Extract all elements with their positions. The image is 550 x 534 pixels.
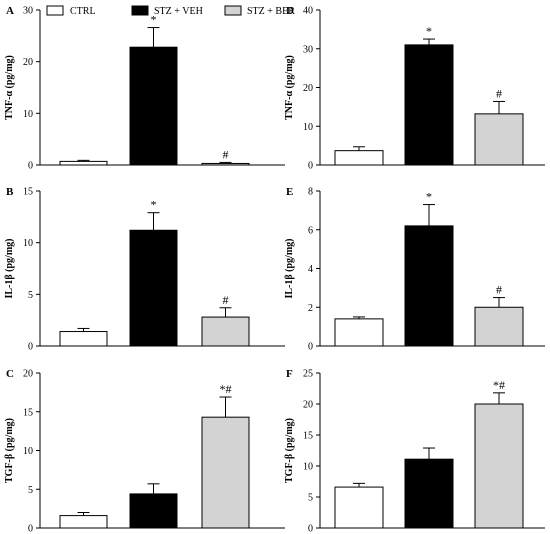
bar-stz-veh (129, 229, 178, 347)
y-axis-label: TGF-β (pg/mg) (4, 418, 15, 483)
bar-stz-veh (404, 458, 454, 529)
y-tick-label: 0 (308, 524, 313, 534)
significance-marker: *# (220, 382, 232, 396)
y-axis-label: TNF-α (pg/mg) (4, 55, 15, 120)
y-tick-label: 20 (303, 400, 313, 411)
panel-a: A TNF-α (pg/mg) 0 10 20 30 * # (4, 5, 285, 172)
y-tick-label: 15 (23, 187, 33, 198)
bar-stz-veh (129, 46, 178, 166)
y-tick-label: 15 (303, 431, 313, 442)
y-tick-label: 5 (308, 493, 313, 504)
panel-f: F TGF-β (pg/mg) 0 5 10 15 20 25 *# (284, 368, 545, 534)
bar-ctrl (334, 486, 384, 529)
y-tick-label: 0 (308, 342, 313, 353)
significance-marker: * (426, 190, 432, 204)
legend: CTRL STZ + VEH STZ + BER (46, 5, 295, 17)
y-tick-label: 20 (303, 83, 313, 94)
panel-e: E IL-1β (pg/mg) 0 2 4 6 8 * # (284, 186, 545, 353)
panel-letter: E (286, 186, 293, 198)
panel-letter: B (6, 186, 14, 198)
y-tick-label: 10 (23, 109, 33, 120)
panel-letter: C (6, 368, 14, 380)
bar-ctrl (59, 160, 108, 166)
y-tick-label: 10 (23, 238, 33, 249)
bar-stz-ber (474, 306, 524, 347)
y-tick-label: 20 (23, 369, 33, 380)
y-tick-label: 10 (23, 446, 33, 457)
bar-stz-veh (404, 225, 454, 347)
significance-marker: # (223, 293, 229, 307)
y-tick-label: 40 (303, 6, 313, 17)
y-tick-label: 15 (23, 407, 33, 418)
significance-marker: *# (493, 378, 505, 392)
significance-marker: * (426, 24, 432, 38)
y-tick-label: 20 (23, 57, 33, 68)
bar-ctrl (59, 515, 108, 529)
y-tick-label: 0 (28, 342, 33, 353)
y-tick-label: 2 (308, 303, 313, 314)
bar-stz-ber (201, 162, 250, 166)
y-tick-label: 10 (303, 122, 313, 133)
y-tick-label: 10 (303, 462, 313, 473)
bar-stz-veh (404, 44, 454, 166)
y-tick-label: 30 (23, 6, 33, 17)
y-tick-label: 0 (28, 161, 33, 172)
y-tick-label: 8 (308, 187, 313, 198)
significance-marker: * (151, 13, 157, 27)
y-tick-label: 25 (303, 369, 313, 380)
y-tick-label: 4 (308, 264, 313, 275)
bar-stz-ber (474, 403, 524, 529)
panel-c: C TGF-β (pg/mg) 0 5 10 15 20 *# (4, 368, 285, 534)
panel-letter: A (6, 5, 14, 17)
panel-d: D TNF-α (pg/mg) 0 10 20 30 40 * # (284, 5, 545, 172)
significance-marker: # (496, 86, 502, 100)
y-tick-label: 5 (28, 485, 33, 496)
y-axis-label: TNF-α (pg/mg) (284, 55, 295, 120)
bar-stz-ber (201, 316, 250, 347)
panel-letter: F (286, 368, 293, 380)
y-tick-label: 5 (28, 290, 33, 301)
significance-marker: # (496, 283, 502, 297)
y-tick-label: 0 (28, 524, 33, 534)
legend-label-stz-ber: STZ + BER (247, 6, 295, 17)
legend-swatch-ctrl (46, 5, 64, 16)
bar-ctrl (59, 331, 108, 347)
bar-ctrl (334, 318, 384, 347)
legend-label-stz-veh: STZ + VEH (154, 6, 203, 17)
panel-letter: D (286, 5, 294, 17)
y-tick-label: 0 (308, 161, 313, 172)
y-axis-label: TGF-β (pg/mg) (284, 418, 295, 483)
bar-stz-ber (201, 416, 250, 529)
bar-stz-veh (129, 493, 178, 529)
bar-stz-ber (474, 113, 524, 166)
legend-label-ctrl: CTRL (70, 6, 96, 17)
y-axis-label: IL-1β (pg/mg) (4, 239, 15, 299)
legend-swatch-stz-veh (131, 5, 149, 16)
legend-swatch-stz-ber (224, 5, 242, 16)
significance-marker: # (223, 147, 229, 161)
bar-ctrl (334, 150, 384, 166)
y-axis-label: IL-1β (pg/mg) (284, 239, 295, 299)
y-tick-label: 30 (303, 44, 313, 55)
panel-b: B IL-1β (pg/mg) 0 5 10 15 * # (4, 186, 285, 353)
significance-marker: * (151, 198, 157, 212)
y-tick-label: 6 (308, 225, 313, 236)
